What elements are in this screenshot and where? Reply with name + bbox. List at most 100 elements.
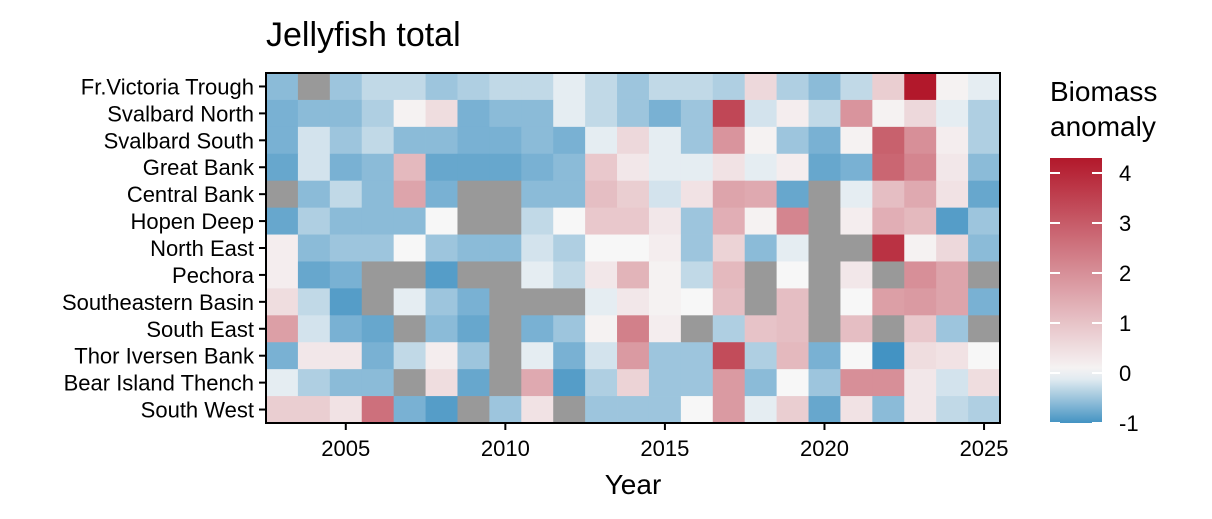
heatmap-cell (329, 369, 363, 397)
heatmap-cell (744, 153, 778, 182)
heatmap-cell (329, 180, 363, 209)
heatmap-cell (968, 99, 1001, 128)
colorbar-tick-label: 0 (1119, 361, 1131, 386)
heatmap-cell (968, 153, 1001, 182)
heatmap-cell (425, 234, 458, 262)
heatmap-cell (776, 342, 809, 370)
heatmap-cell (904, 396, 937, 424)
heatmap-cell (521, 288, 554, 316)
heatmap-cell (968, 234, 1001, 262)
heatmap-cell (521, 342, 554, 370)
heatmap-cell (585, 234, 618, 262)
heatmap-cell (329, 396, 363, 424)
colorbar-tick-label: 1 (1119, 311, 1131, 336)
heatmap-cell (329, 73, 363, 101)
heatmap-cell (776, 369, 809, 397)
heatmap-cell (457, 315, 490, 343)
heatmap-cell (585, 126, 618, 155)
legend-title-line: anomaly (1050, 111, 1156, 142)
heatmap-cell (457, 288, 490, 316)
heatmap-cell (553, 315, 586, 343)
heatmap-cell (489, 99, 522, 128)
heatmap-cell (744, 207, 778, 235)
heatmap-cell (840, 153, 873, 182)
heatmap-cell (680, 315, 714, 343)
x-axis-title: Year (605, 469, 662, 500)
heatmap-cell (393, 315, 426, 343)
heatmap-cell (361, 342, 395, 370)
heatmap-cell (585, 261, 618, 289)
heatmap-cell (521, 234, 554, 262)
heatmap-cell (712, 153, 746, 182)
heatmap-cell (744, 396, 778, 424)
heatmap-cell (744, 315, 778, 343)
heatmap-cell (553, 207, 586, 235)
heatmap-cell (329, 207, 363, 235)
heatmap-cell (712, 234, 746, 262)
heatmap-cell (521, 153, 554, 182)
heatmap-cell (840, 180, 873, 209)
heatmap-cell (361, 396, 395, 424)
heatmap-cell (744, 126, 778, 155)
heatmap-cell (457, 126, 490, 155)
heatmap-cell (553, 234, 586, 262)
heatmap-cell (680, 73, 714, 101)
heatmap-cell (266, 126, 299, 155)
heatmap-cell (776, 261, 809, 289)
heatmap-cell (840, 261, 873, 289)
heatmap-cell (457, 180, 490, 209)
heatmap-cell (680, 207, 714, 235)
heatmap-cell (617, 396, 650, 424)
heatmap-cell (585, 153, 618, 182)
heatmap-cell (361, 73, 395, 101)
heatmap-cell (297, 73, 331, 101)
heatmap-cell (808, 99, 841, 128)
heatmap-cell (457, 99, 490, 128)
heatmap-cell (585, 180, 618, 209)
heatmap-cell (872, 73, 905, 101)
heatmap-cell (808, 369, 841, 397)
heatmap-cell (425, 207, 458, 235)
heatmap-cell (266, 207, 299, 235)
heatmap-cell (489, 315, 522, 343)
heatmap-cell (266, 73, 299, 101)
heatmap-cell (361, 369, 395, 397)
heatmap-cell (585, 288, 618, 316)
heatmap-cell (648, 315, 682, 343)
heatmap-cell (776, 234, 809, 262)
heatmap-cell (617, 288, 650, 316)
heatmap-cell (585, 315, 618, 343)
heatmap-cell (521, 369, 554, 397)
heatmap-cell (712, 369, 746, 397)
heatmap-cell (776, 396, 809, 424)
heatmap-cell (393, 99, 426, 128)
heatmap-cell (808, 315, 841, 343)
heatmap-cell (617, 342, 650, 370)
heatmap-cell (712, 73, 746, 101)
heatmap-cell (744, 261, 778, 289)
heatmap-cell (425, 288, 458, 316)
heatmap-cell (776, 315, 809, 343)
heatmap-cell (553, 342, 586, 370)
heatmap-cell (744, 234, 778, 262)
heatmap-cell (297, 315, 331, 343)
y-tick-label: Svalbard South (104, 128, 254, 153)
heatmap-cell (840, 288, 873, 316)
heatmap-cell (840, 234, 873, 262)
y-tick-label: North East (150, 236, 254, 261)
y-tick-label: Great Bank (143, 155, 255, 180)
heatmap-cell (361, 288, 395, 316)
heatmap-cell (329, 315, 363, 343)
heatmap-cell (968, 207, 1001, 235)
heatmap-cell (904, 342, 937, 370)
heatmap-cell (936, 396, 969, 424)
heatmap-cell (393, 73, 426, 101)
y-tick-label: South West (141, 398, 254, 423)
heatmap-cell (297, 396, 331, 424)
heatmap-cell (776, 153, 809, 182)
heatmap-cell (329, 126, 363, 155)
heatmap-cell (904, 369, 937, 397)
heatmap-cell (648, 180, 682, 209)
heatmap-cell (936, 153, 969, 182)
heatmap-cell (872, 99, 905, 128)
